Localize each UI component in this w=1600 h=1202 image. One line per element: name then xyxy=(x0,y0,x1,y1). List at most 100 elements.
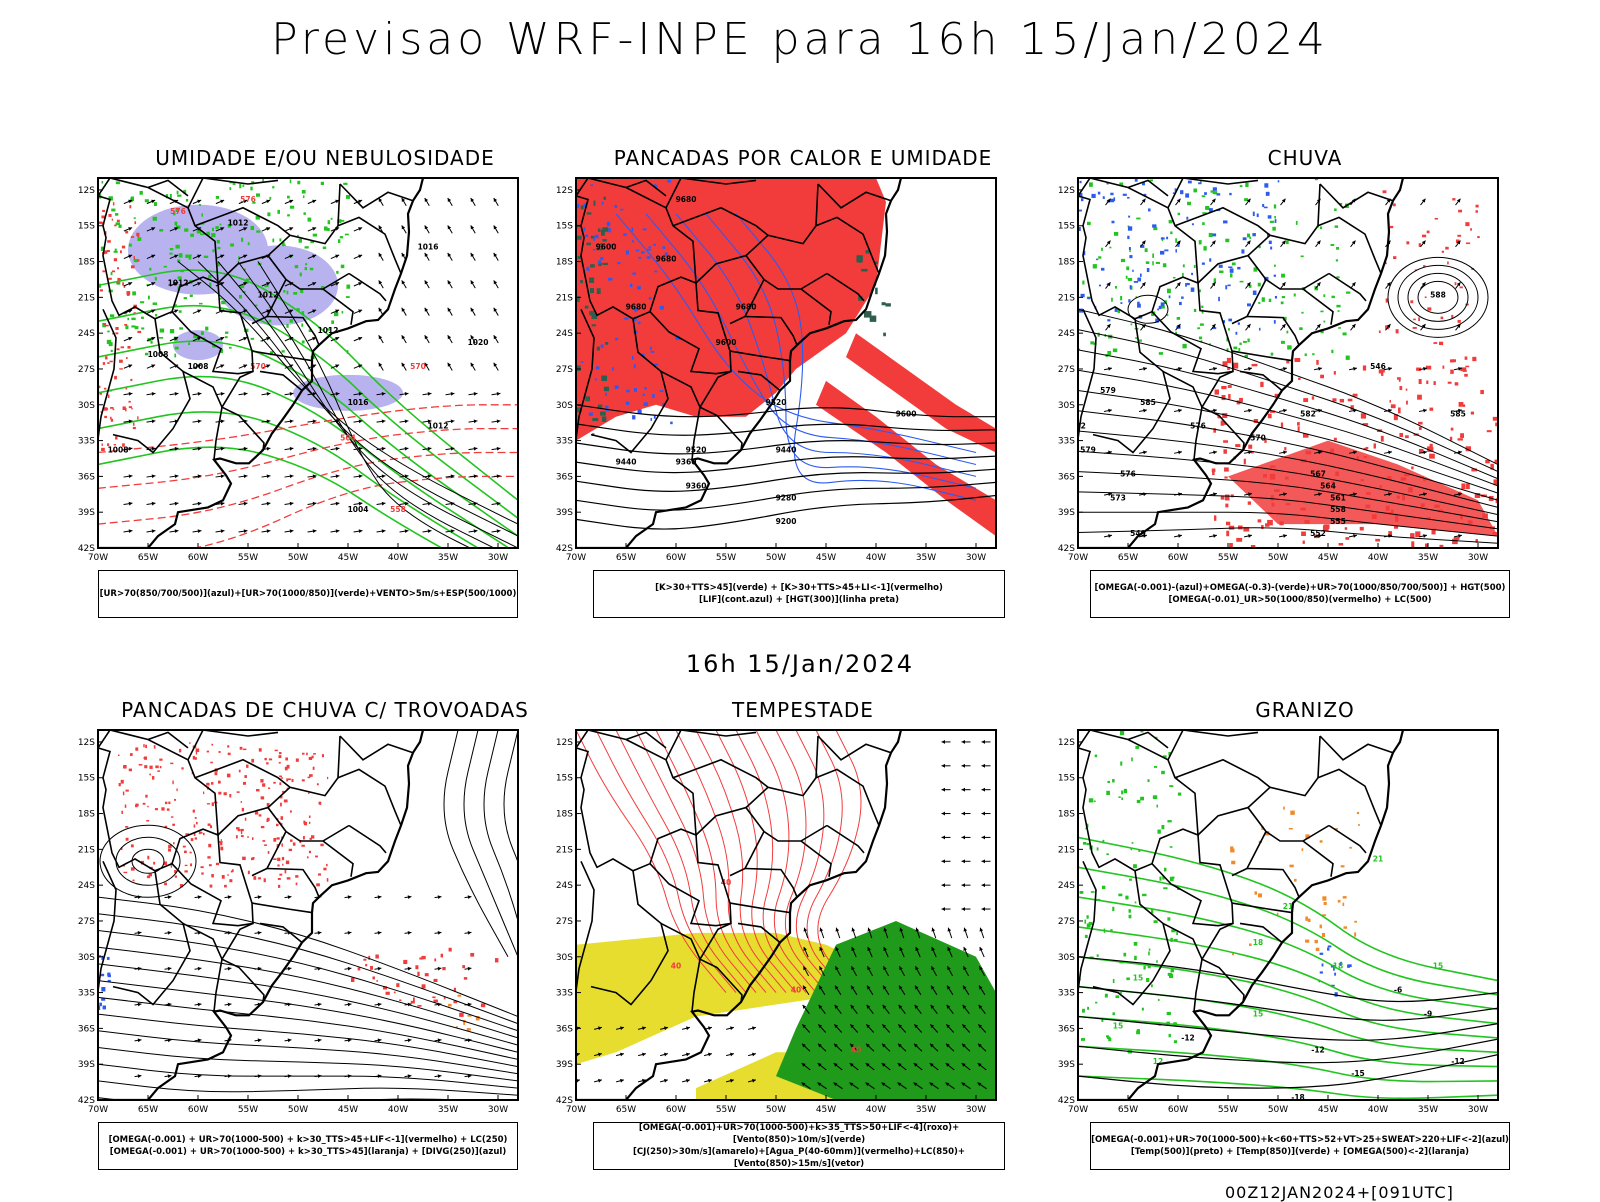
lat-label: 33S xyxy=(556,989,573,999)
rain-speckle-green xyxy=(1331,349,1334,354)
rain-area-red xyxy=(1227,385,1232,388)
temperature-speckle-green xyxy=(1096,847,1099,851)
storm-speckle-red xyxy=(277,864,280,867)
storm-speckle-red xyxy=(118,782,121,787)
wind-arrow-head xyxy=(496,391,501,396)
wind-vector-head xyxy=(819,966,823,971)
streamline-arrow-head xyxy=(407,1002,412,1007)
storm-speckle-red xyxy=(123,871,128,874)
border-line xyxy=(1239,370,1283,392)
rain-speckle-blue xyxy=(1139,273,1142,277)
lat-label: 15S xyxy=(556,774,573,784)
border-line xyxy=(660,922,701,960)
hail-speckle-orange xyxy=(1305,939,1310,943)
wind-arrow-head xyxy=(424,307,429,312)
storm-speckle-red xyxy=(303,821,307,826)
streamline-arrow-head xyxy=(1141,282,1146,287)
wind-arrow-head xyxy=(197,254,202,259)
rain-speckle-green xyxy=(1161,305,1165,309)
humidity-speckle-green xyxy=(159,328,165,333)
rain-speckle-blue xyxy=(1235,331,1238,335)
rain-speckle-blue xyxy=(1218,296,1220,302)
temperature-speckle-green xyxy=(1112,779,1115,783)
storm-speckle-orange xyxy=(475,1015,480,1021)
rain-speckle-green xyxy=(1125,275,1128,279)
streamline-arrow-head xyxy=(167,966,172,971)
wind-vector-head xyxy=(945,1082,950,1087)
storm-speckle-red xyxy=(211,874,214,878)
storm-speckle-red xyxy=(153,745,156,749)
wind-vector-head xyxy=(819,927,824,932)
wind-arrow-head xyxy=(470,197,475,202)
lat-label: 42S xyxy=(1058,544,1075,554)
wind-vector-head xyxy=(899,985,903,990)
wind-arrow-head xyxy=(335,309,340,314)
wind-arrow-head xyxy=(447,197,452,202)
border-line xyxy=(267,234,291,257)
streamline-arrow-head xyxy=(347,1074,352,1079)
humidity-speckle-green xyxy=(108,196,113,201)
contour-label: 1012 xyxy=(428,422,449,431)
rain-speckle-green xyxy=(1323,320,1326,323)
streamline-arrow-head xyxy=(1143,534,1147,538)
moisture-contour-red xyxy=(576,730,727,993)
rain-speckle-green xyxy=(1245,182,1249,187)
wind-vector-head xyxy=(883,927,888,932)
streamline-arrow-head xyxy=(1178,408,1182,413)
humidity-speckle-green xyxy=(134,326,139,330)
rain-area-red xyxy=(1398,407,1401,414)
storm-speckle-red xyxy=(285,860,290,865)
contour-label: 40 xyxy=(851,1045,861,1054)
wind-arrow-head xyxy=(220,336,225,341)
rain-speckle-green xyxy=(1231,262,1236,266)
hail-speckle-orange xyxy=(1305,834,1310,839)
storm-speckle-red xyxy=(281,843,283,847)
contour-label: 9440 xyxy=(616,457,637,466)
storm-speckle-red xyxy=(277,857,281,862)
wind-arrow-head xyxy=(243,282,248,286)
rain-speckle-green xyxy=(1301,311,1304,314)
storm-speckle-red xyxy=(218,751,221,753)
wind-arrow-head xyxy=(493,197,498,202)
rain-speckle-green xyxy=(1244,354,1249,358)
rain-area-red xyxy=(1416,367,1422,371)
border-line xyxy=(737,370,781,392)
rain-speckle-green xyxy=(1182,343,1187,349)
lifted-index-contour-blue xyxy=(590,184,594,187)
wind-arrow-head xyxy=(401,307,406,312)
streamline-black xyxy=(98,1030,518,1075)
rain-area-red xyxy=(1223,449,1227,454)
humidity-speckle-green xyxy=(172,212,176,216)
temperature-speckle-green xyxy=(1126,977,1130,981)
wind-arrow-head xyxy=(450,529,455,534)
wind-arrow-head xyxy=(473,419,478,424)
streamline-arrow-head xyxy=(1281,282,1286,287)
wind-arrow-head xyxy=(424,197,429,202)
rain-speckle-blue xyxy=(1263,206,1268,209)
lifted-index-contour-blue xyxy=(652,393,655,398)
lat-label: 18S xyxy=(556,258,573,268)
streamline-black xyxy=(98,930,518,1032)
streamline-arrow-head xyxy=(467,966,472,971)
storm-speckle-red xyxy=(130,753,133,757)
border-line xyxy=(576,860,595,998)
instability-area-green xyxy=(597,404,603,408)
instability-area-green xyxy=(591,313,598,319)
terrain-speckle-red xyxy=(120,346,125,349)
storm-speckle-red xyxy=(170,762,174,765)
storm-speckle-red xyxy=(280,777,284,779)
rain-area-red xyxy=(1247,501,1252,505)
streamline-arrow-head xyxy=(1456,282,1461,287)
wind-vector-head xyxy=(961,859,966,864)
instability-area-green xyxy=(586,242,591,246)
rain-speckle-blue xyxy=(1273,320,1276,324)
wind-vector-head xyxy=(851,946,855,951)
lat-label: 18S xyxy=(78,258,95,268)
middle-date: 16h 15/Jan/2024 xyxy=(685,650,915,678)
lifted-index-contour-blue xyxy=(620,208,624,211)
humidity-speckle-green xyxy=(188,342,191,346)
lon-label: 70W xyxy=(566,553,586,563)
lon-label: 70W xyxy=(566,1105,586,1115)
rain-speckle-green xyxy=(1286,330,1289,334)
wind-arrow-head xyxy=(473,529,478,534)
